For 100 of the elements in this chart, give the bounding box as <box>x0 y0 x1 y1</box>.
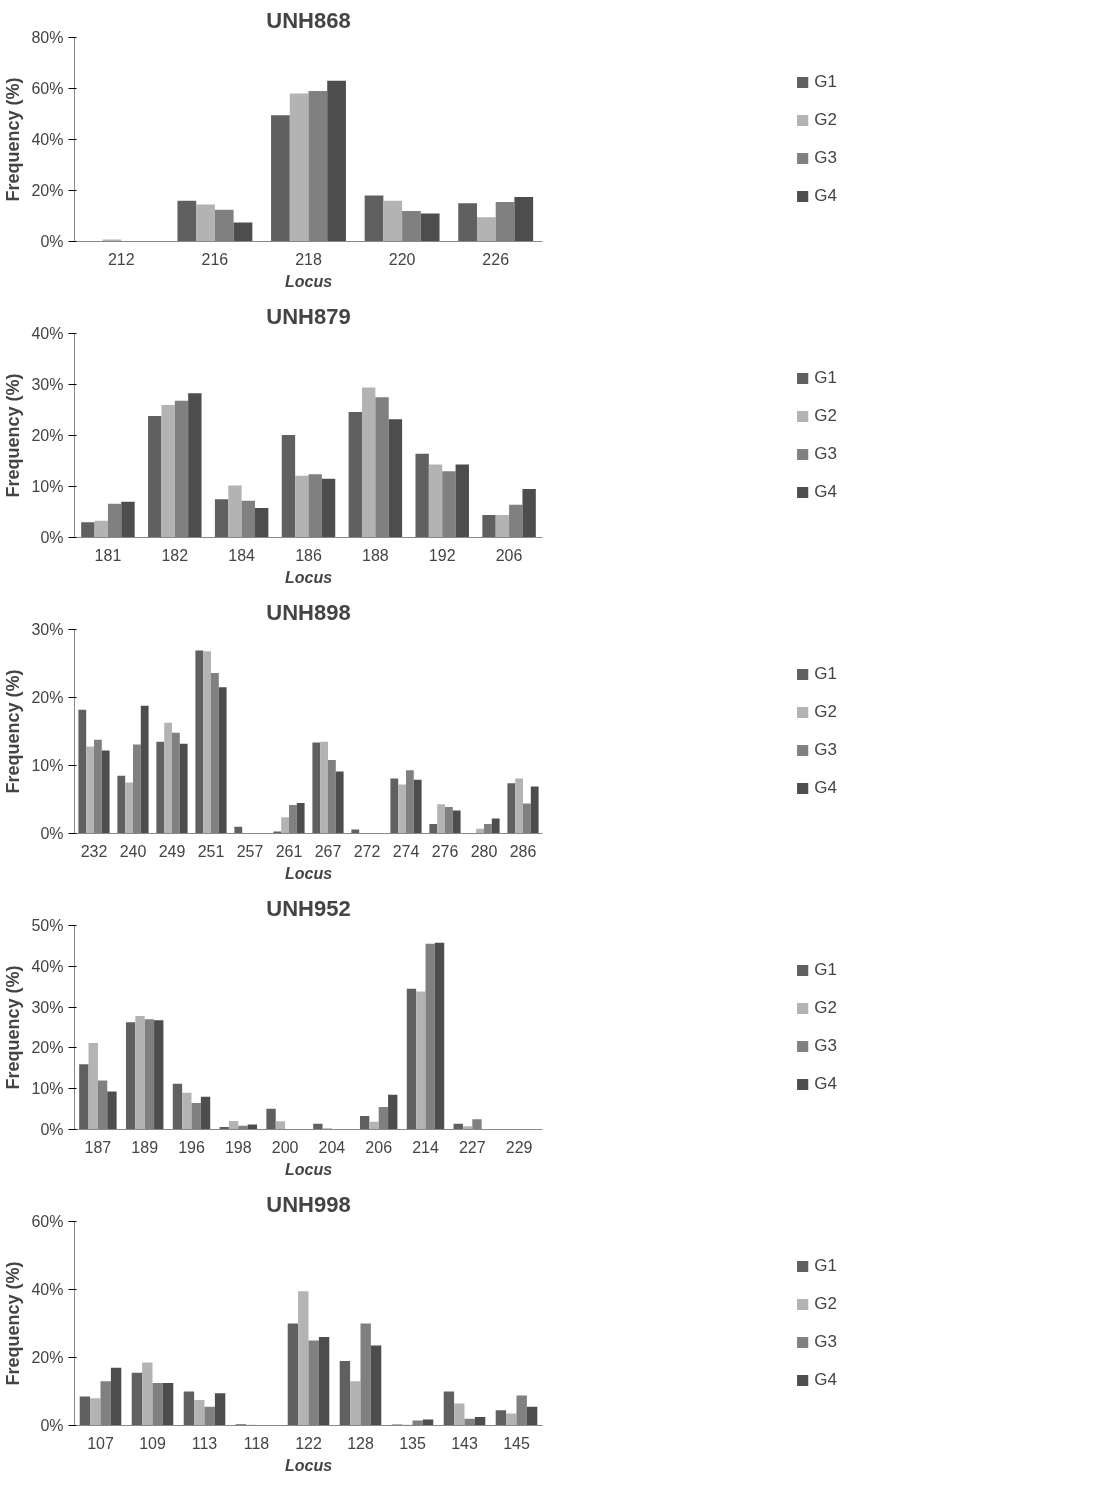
x-tick-label: 188 <box>362 546 389 564</box>
y-axis-title: Frequency (%) <box>3 1261 24 1386</box>
y-tick-label: 60% <box>31 80 64 97</box>
x-tick-label: 187 <box>84 1138 112 1156</box>
legend-label: G3 <box>814 444 837 464</box>
x-tick-label: 186 <box>295 546 322 564</box>
legend-label: G4 <box>814 482 837 502</box>
legend-label: G2 <box>814 998 837 1018</box>
legend-label: G1 <box>814 664 837 684</box>
x-tick-label: 214 <box>412 1138 439 1156</box>
y-tick-label: 20% <box>31 1039 64 1057</box>
x-tick-label: 135 <box>399 1434 426 1452</box>
y-axis-title: Frequency (%) <box>3 669 24 794</box>
x-tick-label: 226 <box>482 250 510 268</box>
y-tick-label: 30% <box>31 621 64 638</box>
y-tick-label: 60% <box>31 1213 64 1230</box>
legend-label: G2 <box>814 406 837 426</box>
y-tick-label: 40% <box>31 957 64 975</box>
x-tick-label: 184 <box>228 546 256 564</box>
x-tick-label: 182 <box>161 546 189 564</box>
legend-label: G1 <box>814 368 837 388</box>
x-tick-label: 218 <box>295 250 322 268</box>
y-tick-label: 40% <box>31 325 64 342</box>
y-tick-label: 10% <box>31 478 64 495</box>
y-axis-title: Frequency (%) <box>3 965 24 1090</box>
x-tick-label: 107 <box>87 1434 114 1452</box>
x-tick-label: 212 <box>107 250 135 268</box>
x-tick-label: 181 <box>94 546 122 564</box>
chart-title: UNH898 <box>266 599 351 625</box>
legend-label: G4 <box>814 778 837 798</box>
chart-title: UNH998 <box>266 1191 351 1217</box>
y-tick-label: 20% <box>31 689 64 706</box>
x-tick-label: 206 <box>365 1138 393 1156</box>
legend-label: G1 <box>814 72 837 92</box>
y-tick-label: 50% <box>31 917 64 934</box>
legend-label: G1 <box>814 1256 837 1276</box>
x-tick-label: 227 <box>458 1138 486 1156</box>
x-tick-label: 232 <box>80 842 108 860</box>
legend-label: G2 <box>814 1294 837 1314</box>
y-tick-label: 40% <box>31 1281 64 1298</box>
chart-title: UNH868 <box>266 7 351 33</box>
y-tick-label: 20% <box>31 427 64 444</box>
x-tick-label: 249 <box>158 842 186 860</box>
x-tick-label: 200 <box>271 1138 299 1156</box>
x-axis-title: Locus <box>284 1456 333 1474</box>
y-tick-label: 10% <box>31 1080 64 1098</box>
x-tick-label: 276 <box>431 842 459 860</box>
y-tick-label: 30% <box>31 376 64 393</box>
x-axis-title: Locus <box>284 568 333 586</box>
legend-label: G2 <box>814 702 837 722</box>
legend-label: G2 <box>814 110 837 130</box>
x-tick-label: 272 <box>353 842 381 860</box>
x-tick-label: 240 <box>119 842 147 860</box>
x-tick-label: 251 <box>197 842 225 860</box>
x-tick-label: 274 <box>392 842 420 860</box>
y-axis-title: Frequency (%) <box>3 77 24 202</box>
legend-label: G3 <box>814 740 837 760</box>
x-tick-label: 118 <box>243 1434 270 1452</box>
y-axis-title: Frequency (%) <box>3 373 24 498</box>
x-tick-label: 206 <box>495 546 523 564</box>
y-tick-label: 40% <box>31 131 64 148</box>
chart-title: UNH879 <box>266 303 351 329</box>
x-tick-label: 267 <box>314 842 342 860</box>
x-tick-label: 220 <box>388 250 416 268</box>
x-tick-label: 280 <box>470 842 498 860</box>
x-tick-label: 143 <box>451 1434 478 1452</box>
chart-title: UNH952 <box>266 895 351 921</box>
x-tick-label: 109 <box>139 1434 166 1452</box>
x-axis-title: Locus <box>284 272 333 290</box>
x-tick-label: 113 <box>191 1434 218 1452</box>
x-tick-label: 229 <box>505 1138 533 1156</box>
x-tick-label: 257 <box>236 842 264 860</box>
legend-label: G4 <box>814 1074 837 1094</box>
legend-label: G3 <box>814 1036 837 1056</box>
legend-label: G4 <box>814 186 837 206</box>
x-tick-label: 216 <box>201 250 229 268</box>
y-tick-label: 0% <box>40 1417 64 1434</box>
y-tick-label: 0% <box>40 825 64 842</box>
x-axis-title: Locus <box>284 864 333 882</box>
y-tick-label: 80% <box>31 29 64 46</box>
y-tick-label: 20% <box>31 1349 64 1366</box>
x-tick-label: 192 <box>428 546 456 564</box>
legend-label: G1 <box>814 960 837 980</box>
x-axis-title: Locus <box>284 1160 333 1178</box>
legend-label: G3 <box>814 148 837 168</box>
x-tick-label: 261 <box>275 842 303 860</box>
x-tick-label: 145 <box>503 1434 530 1452</box>
y-tick-label: 0% <box>40 529 64 546</box>
legend-label: G4 <box>814 1370 837 1390</box>
y-tick-label: 20% <box>31 182 64 199</box>
y-tick-label: 0% <box>40 233 64 250</box>
x-tick-label: 189 <box>131 1138 159 1156</box>
x-tick-label: 122 <box>295 1434 322 1452</box>
x-tick-label: 204 <box>318 1138 346 1156</box>
y-tick-label: 10% <box>31 757 64 774</box>
x-tick-label: 198 <box>224 1138 252 1156</box>
legend-label: G3 <box>814 1332 837 1352</box>
x-tick-label: 196 <box>178 1138 205 1156</box>
y-tick-label: 0% <box>40 1121 64 1138</box>
x-tick-label: 128 <box>347 1434 374 1452</box>
